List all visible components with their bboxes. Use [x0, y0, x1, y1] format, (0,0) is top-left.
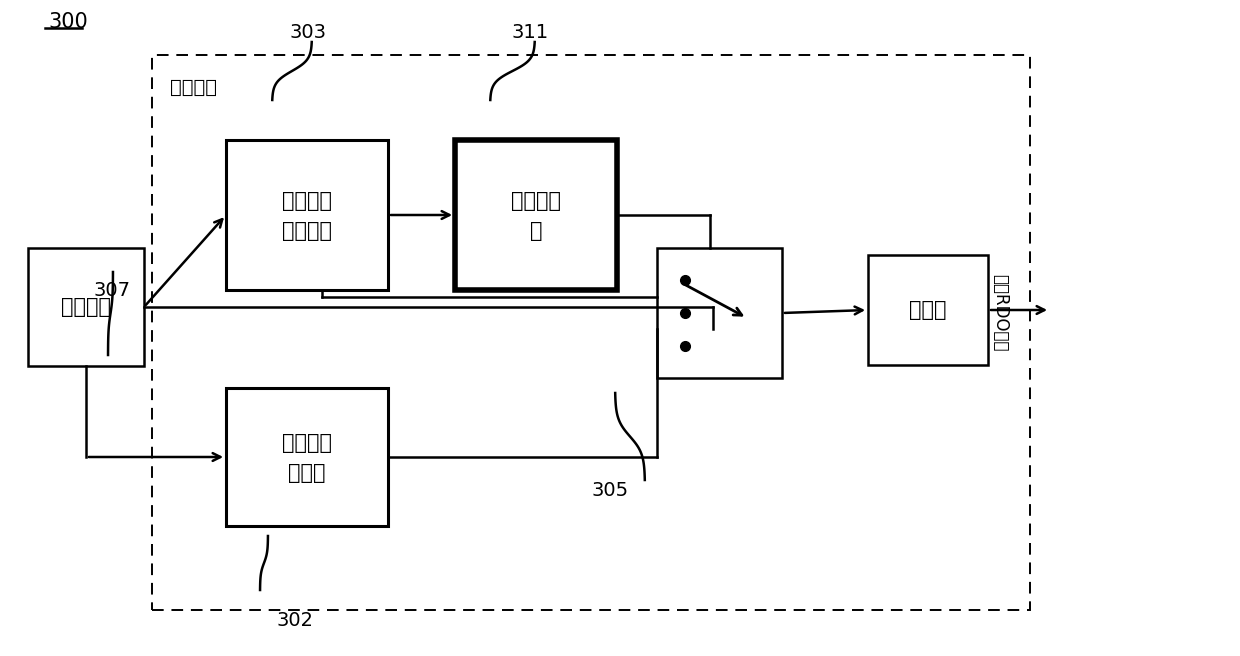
Text: 模糊插値: 模糊插値: [281, 433, 332, 453]
Bar: [29, 248, 144, 366]
Text: 锐化滤波: 锐化滤波: [511, 191, 560, 211]
Text: 基于RDO判断: 基于RDO判断: [991, 274, 1009, 351]
Text: 参考图像: 参考图像: [61, 297, 112, 317]
Text: 305: 305: [591, 480, 629, 499]
Bar: [868, 255, 988, 365]
Bar: [226, 140, 388, 290]
Text: 长抜头插: 长抜头插: [281, 191, 332, 211]
Bar: [153, 55, 1030, 610]
Text: 预测块: 预测块: [909, 300, 947, 320]
Text: 器: 器: [529, 221, 542, 241]
Text: 300: 300: [48, 12, 88, 32]
Text: 311: 311: [511, 22, 548, 41]
Text: 滤波器: 滤波器: [288, 463, 326, 483]
Bar: [226, 388, 388, 526]
Text: 预测单元: 预测单元: [170, 77, 217, 96]
Bar: [455, 140, 618, 290]
Text: 307: 307: [93, 281, 130, 300]
Text: 303: 303: [289, 22, 326, 41]
Text: 値滤波器: 値滤波器: [281, 221, 332, 241]
Bar: [657, 248, 782, 378]
Text: 302: 302: [277, 611, 314, 630]
